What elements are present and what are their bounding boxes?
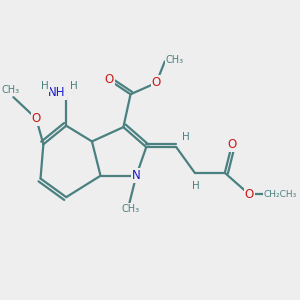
Text: H: H (182, 132, 190, 142)
Text: O: O (227, 138, 237, 151)
Text: CH₃: CH₃ (2, 85, 20, 95)
Text: N: N (132, 169, 141, 182)
Text: CH₃: CH₃ (166, 55, 184, 65)
Text: H: H (41, 81, 49, 91)
Text: O: O (32, 112, 41, 125)
Text: O: O (104, 74, 114, 86)
Text: O: O (152, 76, 161, 89)
Text: CH₃: CH₃ (122, 204, 140, 214)
Text: H: H (70, 81, 78, 91)
Text: CH₂CH₃: CH₂CH₃ (264, 190, 297, 199)
Text: O: O (244, 188, 254, 201)
Text: NH: NH (48, 86, 66, 99)
Text: H: H (192, 181, 200, 191)
